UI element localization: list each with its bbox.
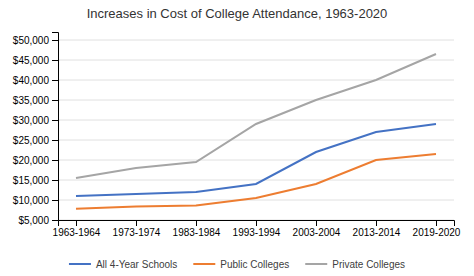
tick: $20,000	[13, 155, 58, 166]
tick-label: 2019-2020	[413, 227, 461, 238]
tick: $15,000	[13, 175, 58, 186]
legend-label: Private Colleges	[332, 259, 405, 270]
tick-label: $10,000	[13, 195, 50, 206]
tick-mark	[52, 200, 58, 201]
tick: $25,000	[13, 135, 58, 146]
legend-item: All 4-Year Schools	[69, 259, 177, 270]
tick-mark	[52, 220, 58, 221]
tick-mark	[136, 220, 137, 226]
tick-label: 1963-1964	[53, 227, 101, 238]
grid-line	[58, 100, 454, 101]
tick-mark	[76, 220, 77, 226]
y-axis: $5,000 $10,000 $15,000 $20,000 $25,000 $30,00…	[13, 33, 59, 226]
title: Increases in Cost of College Attendance,…	[87, 6, 388, 21]
tick-mark	[256, 220, 257, 226]
tick-mark	[436, 220, 437, 226]
tick: 2003-2004	[293, 220, 341, 238]
tick-mark	[52, 120, 58, 121]
series-line	[76, 154, 436, 209]
chart: Increases in Cost of College Attendance,…	[0, 0, 474, 276]
tick: $10,000	[13, 195, 58, 206]
tick-mark	[376, 220, 377, 226]
tick: 1993-1994	[233, 220, 281, 238]
grid-line	[58, 160, 454, 161]
tick: 1963-1964	[53, 220, 101, 238]
tick-label: $5,000	[18, 215, 49, 226]
tick: $5,000	[18, 215, 58, 226]
tick: $45,000	[13, 55, 58, 66]
legend-label: Public Colleges	[220, 259, 289, 270]
tick: $30,000	[13, 115, 58, 126]
grid-line	[58, 40, 454, 41]
lines	[76, 54, 436, 209]
x-axis: 1963-1964 1973-1974 1983-1984 1993-1994 2003…	[53, 220, 461, 238]
tick-label: 2003-2004	[293, 227, 341, 238]
grid-line	[58, 80, 454, 81]
tick: $50,000	[13, 35, 58, 46]
legend-label: All 4-Year Schools	[96, 259, 177, 270]
axis-line	[59, 221, 455, 227]
axis-line	[52, 33, 59, 221]
series-line	[76, 54, 436, 178]
tick-label: $50,000	[13, 35, 50, 46]
legend-swatch	[193, 263, 215, 265]
tick: $40,000	[13, 75, 58, 86]
legend-item: Private Colleges	[305, 259, 405, 270]
tick-label: $15,000	[13, 175, 50, 186]
tick: $35,000	[13, 95, 58, 106]
tick-label: 1983-1984	[173, 227, 221, 238]
tick-mark	[52, 140, 58, 141]
tick-label: $30,000	[13, 115, 50, 126]
tick-mark	[52, 180, 58, 181]
tick-mark	[52, 60, 58, 61]
tick-label: $40,000	[13, 75, 50, 86]
tick: 1973-1974	[113, 220, 161, 238]
tick-label: $25,000	[13, 135, 50, 146]
tick-mark	[52, 100, 58, 101]
tick: 2013-2014	[353, 220, 401, 238]
tick-label: $20,000	[13, 155, 50, 166]
legend: All 4-Year Schools Public Colleges Private…	[69, 259, 405, 270]
legend-swatch	[69, 263, 91, 265]
tick: 1983-1984	[173, 220, 221, 238]
grid-line	[58, 200, 454, 201]
grid-line	[58, 120, 454, 121]
grid	[58, 40, 454, 220]
tick-mark	[196, 220, 197, 226]
tick-label: 2013-2014	[353, 227, 401, 238]
grid-line	[58, 60, 454, 61]
tick-mark	[316, 220, 317, 226]
tick: 2019-2020	[413, 220, 461, 238]
tick-label: $35,000	[13, 95, 50, 106]
grid-line	[58, 180, 454, 181]
tick-mark	[52, 160, 58, 161]
tick-mark	[52, 40, 58, 41]
legend-swatch	[305, 263, 327, 265]
tick-label: 1973-1974	[113, 227, 161, 238]
plot: $5,000 $10,000 $15,000 $20,000 $25,000 $30,00…	[13, 33, 461, 239]
tick-label: 1993-1994	[233, 227, 281, 238]
legend-item: Public Colleges	[193, 259, 289, 270]
tick-label: $45,000	[13, 55, 50, 66]
grid-line	[58, 140, 454, 141]
tick-mark	[52, 80, 58, 81]
